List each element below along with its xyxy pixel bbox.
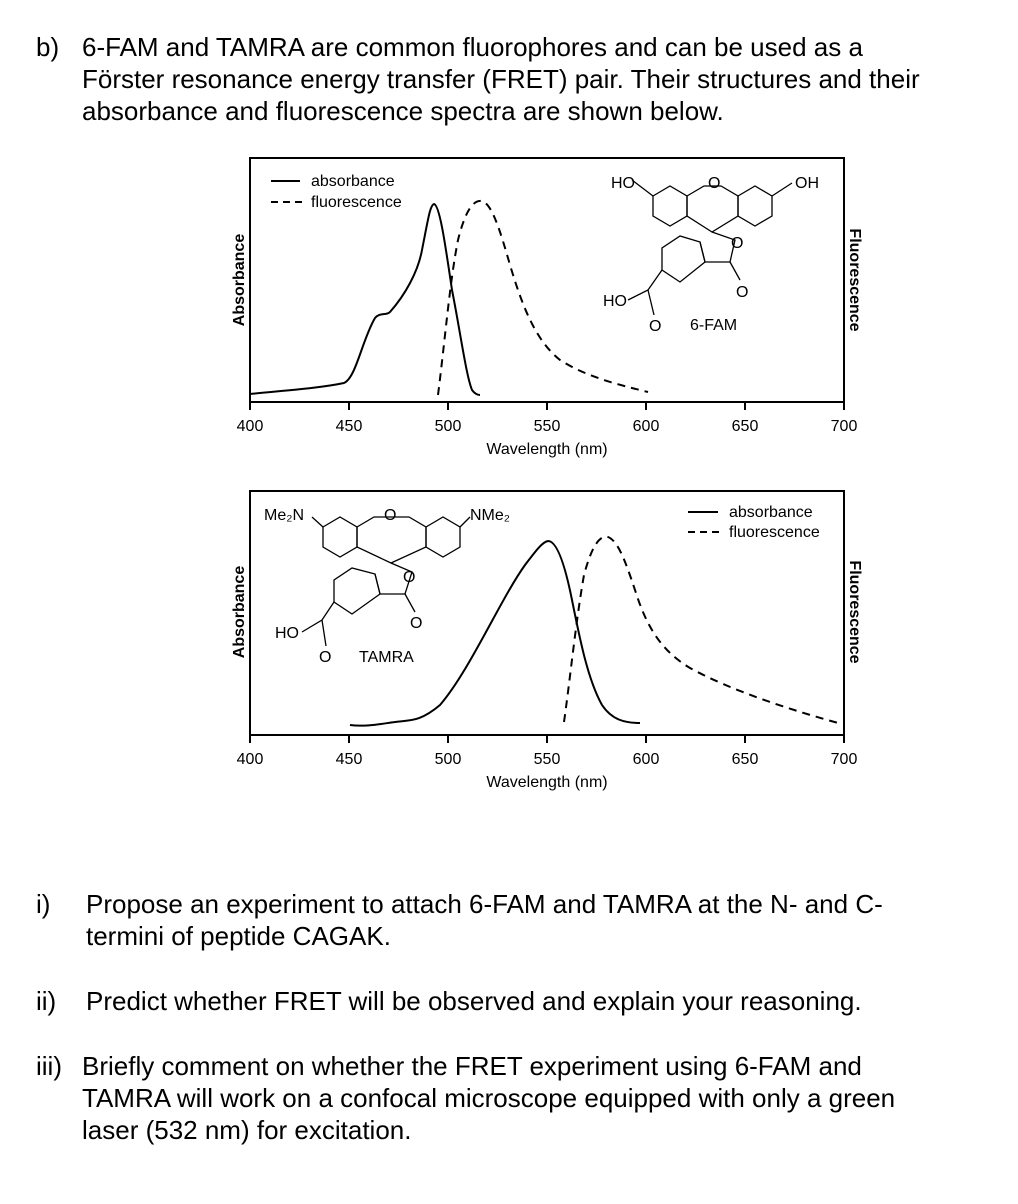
tick-label: 700 — [831, 418, 858, 435]
absorbance-curve — [349, 539, 641, 727]
x-ticks — [249, 735, 845, 743]
intro-paragraph: b) 6-FAM and TAMRA are common fluorophor… — [36, 31, 1006, 131]
label-acid-o: O — [649, 318, 661, 335]
intro-line-1: 6-FAM and TAMRA are common fluorophores … — [82, 32, 863, 62]
tamra-structure — [301, 516, 471, 647]
question-ii-label: ii) — [36, 986, 57, 1016]
absorbance-curve — [249, 202, 481, 396]
fluorescence-curve — [437, 199, 649, 396]
y-axis-label-right: Fluorescence — [846, 228, 863, 331]
question-iii-line-1: Briefly comment on whether the FRET expe… — [82, 1051, 862, 1081]
x-axis-label: Wavelength (nm) — [486, 441, 607, 458]
tamra-structure-labels: Me₂N NMe₂ O O O HO O TAMRA — [264, 507, 510, 666]
label-oh: OH — [795, 175, 819, 192]
label-lactone-o: O — [403, 569, 415, 586]
intro-line-3: absorbance and fluorescence spectra are … — [82, 96, 724, 126]
tick-label: 550 — [534, 751, 561, 768]
legend-fluorescence: fluorescence — [729, 524, 820, 541]
question-i-label: i) — [36, 889, 51, 919]
tick-label: 500 — [435, 418, 462, 435]
legend: absorbance fluorescence — [688, 504, 820, 541]
tick-label: 450 — [336, 418, 363, 435]
label-acid-ho: HO — [603, 293, 627, 310]
label-ho: HO — [611, 175, 635, 192]
tick-label: 400 — [237, 418, 264, 435]
fam-structure — [627, 179, 793, 316]
question-iii-line-3: laser (532 nm) for excitation. — [82, 1115, 412, 1145]
fam-structure-labels: HO OH O O O HO O 6-FAM — [603, 175, 819, 335]
legend-absorbance: absorbance — [729, 504, 813, 521]
x-tick-labels: 400 450 500 550 600 650 700 — [237, 751, 858, 768]
label-acid-ho: HO — [275, 625, 299, 642]
compound-name: 6-FAM — [690, 317, 737, 334]
question-i-line-1: Propose an experiment to attach 6-FAM an… — [86, 889, 883, 919]
compound-name: TAMRA — [359, 649, 414, 666]
question-i-line-2: termini of peptide CAGAK. — [86, 921, 391, 951]
y-axis-label-left: Absorbance — [231, 566, 248, 659]
label-me2n: Me₂N — [264, 507, 304, 524]
tamra-spectrum-chart: 400 450 500 550 600 650 700 Wavelength (… — [231, 490, 863, 791]
intro-label: b) — [36, 32, 60, 62]
fluorescence-curve — [563, 535, 843, 725]
x-tick-labels: 400 450 500 550 600 650 700 — [237, 418, 858, 435]
label-nme2: NMe₂ — [470, 507, 510, 524]
tick-label: 650 — [732, 751, 759, 768]
y-axis-label-left: Absorbance — [231, 234, 248, 327]
question-iii-line-2: TAMRA will work on a confocal microscope… — [82, 1083, 896, 1113]
legend-fluorescence: fluorescence — [311, 194, 402, 211]
question-ii-line-1: Predict whether FRET will be observed an… — [86, 986, 862, 1016]
tick-label: 650 — [732, 418, 759, 435]
tick-label: 500 — [435, 751, 462, 768]
x-axis-label: Wavelength (nm) — [486, 774, 607, 791]
question-iii-label: iii) — [36, 1051, 62, 1081]
tick-label: 400 — [237, 751, 264, 768]
tick-label: 600 — [633, 418, 660, 435]
label-ring-o: O — [384, 507, 396, 524]
question-ii: ii) Predict whether FRET will be observe… — [36, 985, 1006, 1017]
label-carbonyl-o: O — [410, 615, 422, 632]
intro-line-2: Förster resonance energy transfer (FRET)… — [82, 64, 920, 94]
question-iii: iii) Briefly comment on whether the FRET… — [36, 1050, 1006, 1146]
y-axis-label-right: Fluorescence — [846, 560, 863, 663]
label-lactone-o: O — [731, 235, 743, 252]
tick-label: 450 — [336, 751, 363, 768]
tick-label: 550 — [534, 418, 561, 435]
label-carbonyl-o: O — [736, 284, 748, 301]
fam-spectrum-chart: 400 450 500 550 600 650 700 Wavelength (… — [231, 157, 863, 458]
tick-label: 600 — [633, 751, 660, 768]
tick-label: 700 — [831, 751, 858, 768]
question-i: i) Propose an experiment to attach 6-FAM… — [36, 888, 1006, 952]
legend-absorbance: absorbance — [311, 173, 395, 190]
label-acid-o: O — [319, 649, 331, 666]
legend: absorbance fluorescence — [271, 173, 402, 211]
label-ring-o: O — [708, 175, 720, 192]
x-ticks — [249, 402, 845, 410]
